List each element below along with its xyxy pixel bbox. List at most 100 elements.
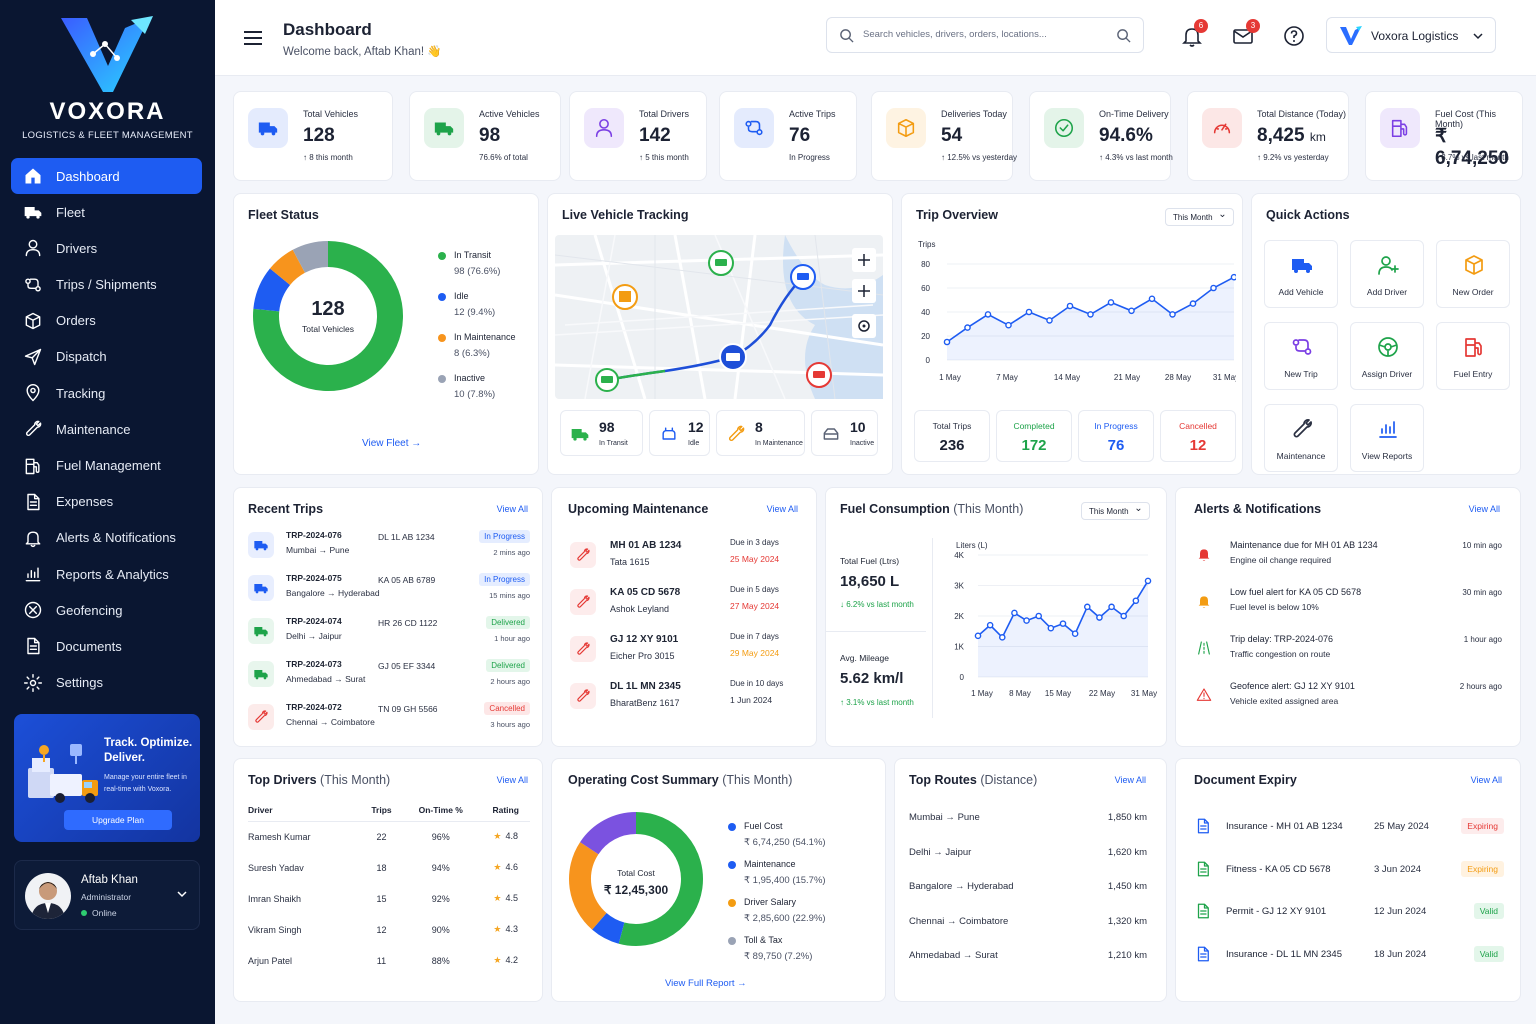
user-profile-card[interactable]: Aftab Khan Administrator Online [14,860,200,930]
document-row[interactable]: Insurance - MH 01 AB 1234 25 May 2024 Expi… [1194,817,1504,847]
view-all-link[interactable]: View All [766,504,798,514]
table-row[interactable]: Suresh Yadav 18 94% ★ 4.6 [248,852,530,883]
brand-logo[interactable]: VOXORA LOGISTICS & FLEET MANAGEMENT [0,14,215,141]
kpi-value-text: 98 [479,125,501,146]
view-all-link[interactable]: View All [1470,775,1502,785]
sidebar-item-fuel-management[interactable]: Fuel Management [11,448,202,484]
trip-stat[interactable]: Cancelled 12 [1160,410,1236,462]
search-icon[interactable] [1116,28,1131,43]
trip-row[interactable]: TRP-2024-074 Delhi → Jaipur HR 26 CD 1122 D… [248,616,530,656]
sidebar-item-maintenance[interactable]: Maintenance [11,411,202,447]
sidebar-item-alerts-notifications[interactable]: Alerts & Notifications [11,520,202,556]
vehicle-plate: KA 05 AB 6789 [378,575,436,585]
sidebar-item-expenses[interactable]: Expenses [11,484,202,520]
chevron-down-icon[interactable] [177,889,187,899]
legend-value: 12 (9.4%) [454,307,496,318]
quick-action-view-reports[interactable]: View Reports [1350,404,1424,472]
sidebar-item-orders[interactable]: Orders [11,303,202,339]
maintenance-row[interactable]: KA 05 CD 5678 Ashok Leyland Due in 5 days 2… [570,585,790,625]
route-name: Delhi → Jaipur [909,846,972,858]
quick-action-maintenance[interactable]: Maintenance [1264,404,1338,472]
route-row[interactable]: Delhi → Jaipur 1,620 km [909,847,1147,858]
maintenance-row[interactable]: MH 01 AB 1234 Tata 1615 Due in 3 days 25 Ma… [570,538,790,578]
table-row[interactable]: Arjun Patel 11 88% ★ 4.2 [248,945,530,976]
view-full-report-link[interactable]: View Full Report → [665,978,747,989]
trip-route: Chennai → Coimbatore [286,717,375,727]
quick-action-assign-driver[interactable]: Assign Driver [1350,322,1424,390]
status-badge: Expiring [1461,860,1504,877]
period-select[interactable]: This Month [1165,208,1234,226]
trip-row[interactable]: TRP-2024-075 Bangalore → Hyderabad KA 05 A… [248,573,530,613]
maintenance-row[interactable]: DL 1L MN 2345 BharatBenz 1617 Due in 10 da… [570,679,790,719]
trip-row[interactable]: TRP-2024-076 Mumbai → Pune DL 1L AB 1234 In… [248,530,530,570]
period-select[interactable]: This Month [1081,502,1150,520]
bell-icon[interactable] [1180,24,1204,48]
sidebar-item-dashboard[interactable]: Dashboard [11,158,202,194]
document-row[interactable]: Permit - GJ 12 XY 9101 12 Jun 2024 Valid [1194,902,1504,932]
due-date: 27 May 2024 [730,601,780,611]
kpi-delta: In Progress [789,153,830,162]
trip-row[interactable]: TRP-2024-072 Chennai → Coimbatore TN 09 GH… [248,702,530,742]
alert-row[interactable]: Trip delay: TRP-2024-076 Traffic congesti… [1192,634,1502,674]
mail-icon[interactable] [1231,24,1255,48]
tracking-stat[interactable]: 98 In Transit [560,410,643,456]
route-row[interactable]: Chennai → Coimbatore 1,320 km [909,916,1147,927]
kpi-delta: ↓ 3.7% vs last month [1435,153,1509,162]
trip-stat-value: 76 [1107,437,1125,454]
view-all-link[interactable]: View All [1114,775,1146,785]
table-row[interactable]: Vikram Singh 12 90% ★ 4.3 [248,914,530,945]
quick-action-new-order[interactable]: New Order [1436,240,1510,308]
trip-id: TRP-2024-072 [286,702,342,712]
tracking-stat[interactable]: 8 In Maintenance [716,410,805,456]
sidebar-item-tracking[interactable]: Tracking [11,375,202,411]
cell-text: 4.6 [505,862,518,872]
alert-row[interactable]: Low fuel alert for KA 05 CD 5678 Fuel lev… [1192,587,1502,627]
search-input[interactable]: Search vehicles, drivers, orders, locati… [826,17,1144,53]
alert-row[interactable]: Maintenance due for MH 01 AB 1234 Engine … [1192,540,1502,580]
hamburger-menu-icon[interactable] [243,30,263,46]
tracking-stat[interactable]: 10 Inactive [811,410,878,456]
sidebar-item-geofencing[interactable]: Geofencing [11,592,202,628]
maintenance-row[interactable]: GJ 12 XY 9101 Eicher Pro 3015 Due in 7 day… [570,632,790,672]
route-row[interactable]: Ahmedabad → Surat 1,210 km [909,950,1147,961]
tracking-map[interactable] [555,235,883,399]
fuel-line-chart: 0 1K 2K 3K 4K 1 May 8 May 15 May 22 May 31 May Lit… [954,541,1157,698]
quick-action-new-trip[interactable]: New Trip [1264,322,1338,390]
sidebar-item-reports-analytics[interactable]: Reports & Analytics [11,556,202,592]
sidebar-item-drivers[interactable]: Drivers [11,230,202,266]
trip-row[interactable]: TRP-2024-073 Ahmedabad → Surat GJ 05 EF 33… [248,659,530,699]
trip-stat[interactable]: In Progress 76 [1078,410,1154,462]
quick-action-fuel-entry[interactable]: Fuel Entry [1436,322,1510,390]
upgrade-plan-button[interactable]: Upgrade Plan [64,810,172,830]
card-title: Recent Trips [248,502,324,516]
route-row[interactable]: Bangalore → Hyderabad 1,450 km [909,881,1147,892]
sidebar-item-fleet[interactable]: Fleet [11,194,202,230]
document-row[interactable]: Fitness - KA 05 CD 5678 3 Jun 2024 Expirin… [1194,860,1504,890]
table-row[interactable]: Ramesh Kumar 22 96% ★ 4.8 [248,821,530,852]
alert-row[interactable]: Geofence alert: GJ 12 XY 9101 Vehicle exi… [1192,681,1502,721]
tracking-stat[interactable]: 12 Idle [649,410,710,456]
document-row[interactable]: Insurance - DL 1L MN 2345 18 Jun 2024 Vali… [1194,945,1504,975]
kpi-card: Total Drivers 142 ↑ 5 this month [569,91,707,181]
view-all-link[interactable]: View All [496,775,528,785]
sidebar-item-settings[interactable]: Settings [11,665,202,701]
sidebar-item-dispatch[interactable]: Dispatch [11,339,202,375]
data-point [1025,308,1033,316]
table-row[interactable]: Imran Shaikh 15 92% ★ 4.5 [248,883,530,914]
view-all-link[interactable]: View All [1468,504,1500,514]
quick-action-add-driver[interactable]: Add Driver [1350,240,1424,308]
sidebar-item-trips-shipments[interactable]: Trips / Shipments [11,267,202,303]
new-trip-icon [1292,339,1312,355]
company-switcher[interactable]: Voxora Logistics [1326,17,1496,53]
trip-stat[interactable]: Completed 172 [996,410,1072,462]
truck-icon [254,541,268,551]
route-row[interactable]: Mumbai → Pune 1,850 km [909,812,1147,823]
help-icon[interactable] [1282,24,1306,48]
vehicle-plate: KA 05 CD 5678 [610,587,681,598]
view-all-link[interactable]: View All [496,504,528,514]
quick-action-add-vehicle[interactable]: Add Vehicle [1264,240,1338,308]
trip-stat[interactable]: Total Trips 236 [914,410,990,462]
view-fleet-link[interactable]: View Fleet → [362,438,421,449]
sidebar-item-documents[interactable]: Documents [11,628,202,664]
trip-route: Bangalore → Hyderabad [286,588,380,598]
